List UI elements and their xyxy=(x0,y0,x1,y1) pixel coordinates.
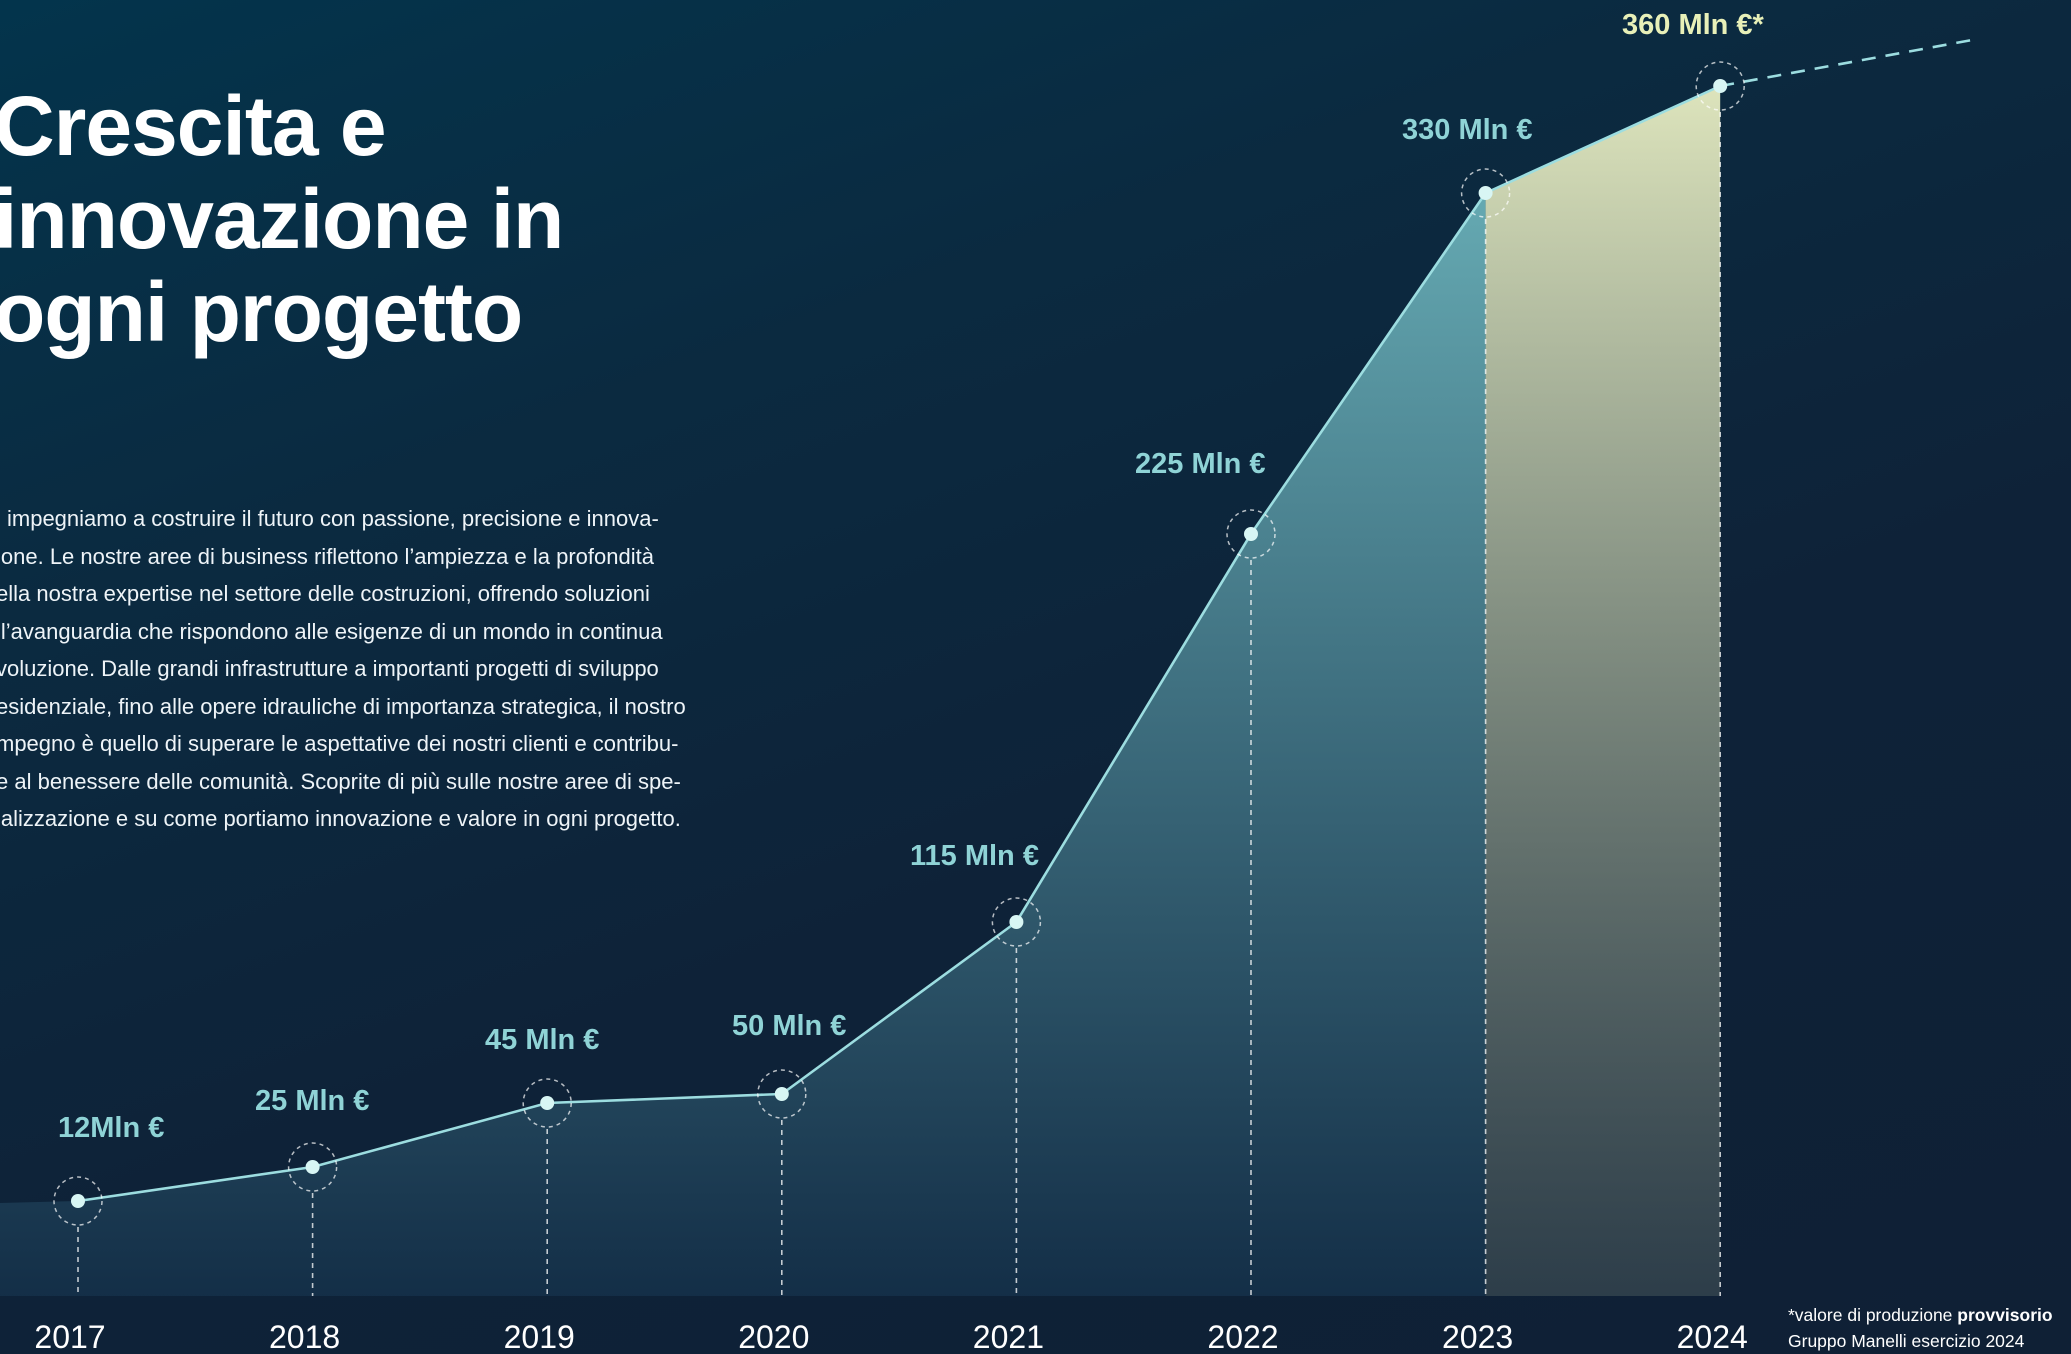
data-point-halo-2022 xyxy=(1226,509,1276,559)
value-label-2023: 330 Mln € xyxy=(1402,114,1533,146)
intro-paragraph: i impegniamo a costruire il futuro con p… xyxy=(0,506,686,831)
area-fill xyxy=(0,193,1486,1296)
year-label-2024: 2024 xyxy=(1677,1319,1748,1354)
value-label-2017: 12Mln € xyxy=(58,1112,164,1144)
data-point-2023 xyxy=(1478,186,1493,200)
data-point-2024 xyxy=(1713,79,1728,93)
data-point-halo-2019 xyxy=(522,1078,572,1128)
year-label-2023: 2023 xyxy=(1442,1319,1513,1354)
title-line: ogni progetto xyxy=(0,265,523,359)
year-label-2022: 2022 xyxy=(1207,1319,1278,1354)
year-label-2020: 2020 xyxy=(738,1319,809,1354)
year-label-2018: 2018 xyxy=(269,1319,340,1354)
year-label-2021: 2021 xyxy=(973,1319,1044,1354)
projection-line xyxy=(1719,38,1973,88)
data-point-halo-2017 xyxy=(53,1176,103,1226)
series-line xyxy=(77,84,1721,1203)
data-point-halo-2023 xyxy=(1460,168,1511,218)
title-line: innovazione in xyxy=(0,172,564,266)
value-label-2024: 360 Mln €* xyxy=(1622,9,1765,41)
data-point-2020 xyxy=(774,1087,789,1101)
footnote-prefix: *valore di produzione xyxy=(1788,1305,1958,1325)
data-point-halo-2021 xyxy=(991,897,1042,947)
value-label-2018: 25 Mln € xyxy=(255,1085,369,1117)
data-point-2021 xyxy=(1009,915,1024,929)
title-line: Crescita e xyxy=(0,79,387,173)
value-label-2021: 115 Mln € xyxy=(910,840,1039,872)
footnote-bold: provvisorio xyxy=(1957,1305,2053,1325)
data-point-2019 xyxy=(540,1096,555,1110)
footnote-line-2: Gruppo Manelli esercizio 2024 xyxy=(1788,1331,2025,1351)
data-point-2018 xyxy=(305,1160,320,1174)
value-label-2022: 225 Mln € xyxy=(1135,448,1266,480)
highlight-area-fill xyxy=(1485,86,1721,1296)
value-label-2019: 45 Mln € xyxy=(485,1024,599,1056)
footnote: *valore di produzione provvisorio Gruppo… xyxy=(1788,1302,2053,1354)
year-label-2019: 2019 xyxy=(504,1319,575,1354)
data-point-2022 xyxy=(1244,527,1258,541)
data-point-halo-2020 xyxy=(757,1069,807,1119)
year-label-2017: 2017 xyxy=(34,1319,105,1354)
page-title: Crescita e innovazione in ogni progetto xyxy=(0,79,564,359)
value-label-2020: 50 Mln € xyxy=(732,1010,846,1042)
footnote-line-1: *valore di produzione provvisorio xyxy=(1788,1302,2053,1328)
data-point-halo-2024 xyxy=(1695,61,1745,111)
data-point-2017 xyxy=(71,1194,85,1208)
data-point-halo-2018 xyxy=(287,1142,338,1192)
